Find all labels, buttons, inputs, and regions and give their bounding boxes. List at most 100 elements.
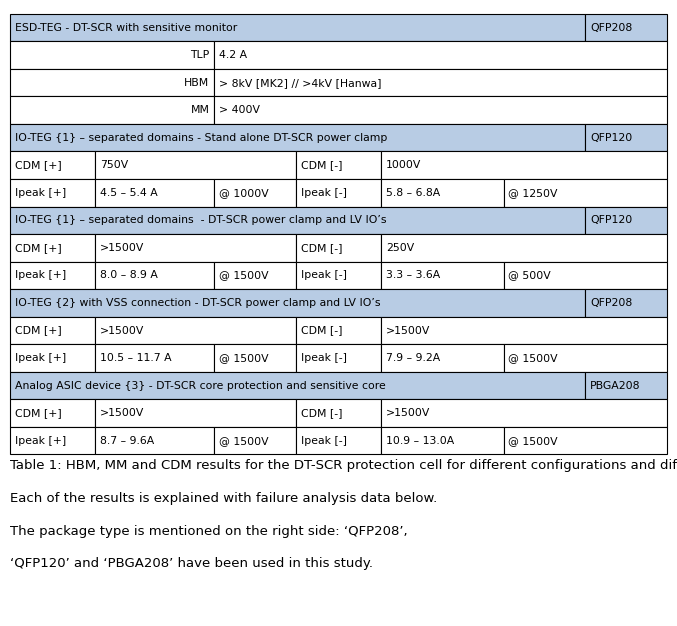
- Bar: [10, 262, 95, 289]
- Text: CDM [+]: CDM [+]: [15, 326, 62, 336]
- Bar: [95, 427, 214, 454]
- Text: 8.7 – 9.6A: 8.7 – 9.6A: [100, 436, 154, 446]
- Bar: [296, 399, 381, 427]
- Bar: [381, 317, 667, 344]
- Text: CDM [-]: CDM [-]: [301, 326, 342, 336]
- Text: Table 1: HBM, MM and CDM results for the DT-SCR protection cell for different co: Table 1: HBM, MM and CDM results for the…: [10, 459, 677, 473]
- Text: >1500V: >1500V: [386, 408, 431, 418]
- Text: Ipeak [+]: Ipeak [+]: [15, 270, 66, 280]
- Text: @ 1500V: @ 1500V: [219, 270, 269, 280]
- Bar: [214, 41, 667, 69]
- Bar: [214, 96, 667, 124]
- Text: PBGA208: PBGA208: [590, 381, 640, 391]
- Bar: [585, 372, 667, 399]
- Text: IO-TEG {2} with VSS connection - DT-SCR power clamp and LV IO’s: IO-TEG {2} with VSS connection - DT-SCR …: [15, 298, 380, 308]
- Text: The package type is mentioned on the right side: ‘QFP208’,: The package type is mentioned on the rig…: [10, 525, 408, 538]
- Text: Ipeak [+]: Ipeak [+]: [15, 353, 66, 363]
- Text: Each of the results is explained with failure analysis data below.: Each of the results is explained with fa…: [10, 492, 437, 505]
- Text: >1500V: >1500V: [386, 326, 431, 336]
- Text: Ipeak [-]: Ipeak [-]: [301, 270, 347, 280]
- Bar: [10, 399, 95, 427]
- Text: @ 500V: @ 500V: [508, 270, 551, 280]
- Text: 750V: 750V: [100, 160, 129, 170]
- Text: >1500V: >1500V: [100, 408, 145, 418]
- Text: Analog ASIC device {3} - DT-SCR core protection and sensitive core: Analog ASIC device {3} - DT-SCR core pro…: [15, 381, 386, 391]
- Text: ESD-TEG - DT-SCR with sensitive monitor: ESD-TEG - DT-SCR with sensitive monitor: [15, 23, 237, 33]
- Bar: [296, 317, 381, 344]
- Bar: [381, 399, 667, 427]
- Text: @ 1500V: @ 1500V: [508, 436, 558, 446]
- Text: TLP: TLP: [190, 50, 209, 60]
- Bar: [381, 151, 667, 179]
- Bar: [504, 179, 667, 207]
- Bar: [585, 207, 667, 234]
- Text: CDM [+]: CDM [+]: [15, 160, 62, 170]
- Bar: [95, 234, 296, 262]
- Text: 10.5 – 11.7 A: 10.5 – 11.7 A: [100, 353, 172, 363]
- Text: Ipeak [+]: Ipeak [+]: [15, 436, 66, 446]
- Text: 250V: 250V: [386, 243, 414, 253]
- Text: Ipeak [-]: Ipeak [-]: [301, 436, 347, 446]
- Text: >1500V: >1500V: [100, 243, 145, 253]
- Bar: [10, 372, 585, 399]
- Text: QFP208: QFP208: [590, 23, 632, 33]
- Text: MM: MM: [190, 105, 209, 115]
- Text: 3.3 – 3.6A: 3.3 – 3.6A: [386, 270, 440, 280]
- Text: CDM [+]: CDM [+]: [15, 243, 62, 253]
- Text: Ipeak [-]: Ipeak [-]: [301, 188, 347, 198]
- Bar: [10, 151, 95, 179]
- Bar: [381, 344, 504, 372]
- Text: CDM [-]: CDM [-]: [301, 160, 342, 170]
- Text: IO-TEG {1} – separated domains  - DT-SCR power clamp and LV IO’s: IO-TEG {1} – separated domains - DT-SCR …: [15, 215, 387, 225]
- Bar: [381, 179, 504, 207]
- Text: CDM [+]: CDM [+]: [15, 408, 62, 418]
- Bar: [10, 96, 214, 124]
- Bar: [381, 234, 667, 262]
- Text: IO-TEG {1} – separated domains - Stand alone DT-SCR power clamp: IO-TEG {1} – separated domains - Stand a…: [15, 133, 387, 143]
- Bar: [10, 124, 585, 151]
- Bar: [381, 427, 504, 454]
- Text: QFP120: QFP120: [590, 133, 632, 143]
- Bar: [95, 344, 214, 372]
- Text: 8.0 – 8.9 A: 8.0 – 8.9 A: [100, 270, 158, 280]
- Bar: [95, 262, 214, 289]
- Text: 1000V: 1000V: [386, 160, 421, 170]
- Bar: [214, 179, 296, 207]
- Bar: [381, 262, 504, 289]
- Bar: [214, 262, 296, 289]
- Text: HBM: HBM: [184, 78, 209, 88]
- Text: 5.8 – 6.8A: 5.8 – 6.8A: [386, 188, 440, 198]
- Bar: [10, 41, 214, 69]
- Text: CDM [-]: CDM [-]: [301, 243, 342, 253]
- Text: QFP120: QFP120: [590, 215, 632, 225]
- Text: Ipeak [+]: Ipeak [+]: [15, 188, 66, 198]
- Bar: [10, 427, 95, 454]
- Text: Ipeak [-]: Ipeak [-]: [301, 353, 347, 363]
- Bar: [296, 344, 381, 372]
- Bar: [10, 317, 95, 344]
- Text: 4.5 – 5.4 A: 4.5 – 5.4 A: [100, 188, 158, 198]
- Bar: [214, 427, 296, 454]
- Bar: [10, 14, 585, 41]
- Bar: [296, 262, 381, 289]
- Bar: [296, 427, 381, 454]
- Bar: [585, 289, 667, 317]
- Bar: [585, 124, 667, 151]
- Bar: [10, 289, 585, 317]
- Text: @ 1500V: @ 1500V: [508, 353, 558, 363]
- Bar: [504, 262, 667, 289]
- Bar: [95, 179, 214, 207]
- Bar: [296, 234, 381, 262]
- Bar: [10, 344, 95, 372]
- Bar: [10, 234, 95, 262]
- Bar: [504, 427, 667, 454]
- Bar: [10, 69, 214, 96]
- Text: QFP208: QFP208: [590, 298, 632, 308]
- Bar: [504, 344, 667, 372]
- Text: @ 1500V: @ 1500V: [219, 353, 269, 363]
- Bar: [585, 14, 667, 41]
- Text: @ 1000V: @ 1000V: [219, 188, 269, 198]
- Text: 10.9 – 13.0A: 10.9 – 13.0A: [386, 436, 454, 446]
- Text: 4.2 A: 4.2 A: [219, 50, 247, 60]
- Text: > 400V: > 400V: [219, 105, 260, 115]
